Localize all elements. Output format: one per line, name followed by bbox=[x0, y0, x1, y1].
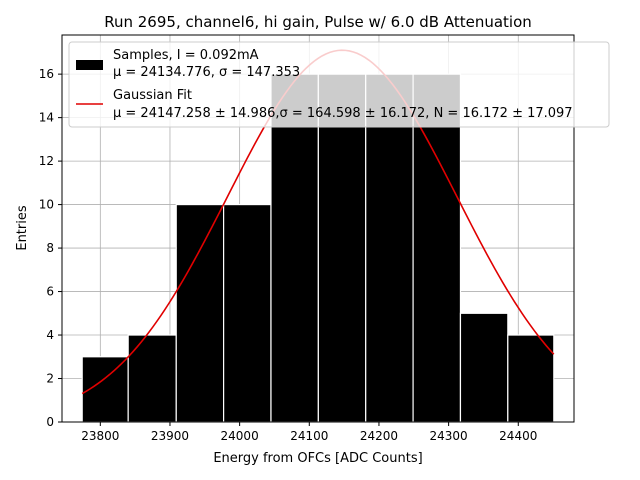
x-tick-label: 24300 bbox=[430, 429, 468, 443]
y-tick-label: 12 bbox=[39, 154, 54, 168]
x-tick-label: 24200 bbox=[360, 429, 398, 443]
histogram-bar bbox=[223, 203, 272, 423]
y-axis-ticks: 0 2 4 6 8 10 12 14 16 bbox=[39, 67, 62, 429]
legend-samples-stats: μ = 24134.776, σ = 147.353 bbox=[113, 65, 300, 80]
chart-title: Run 2695, channel6, hi gain, Pulse w/ 6.… bbox=[104, 13, 532, 31]
legend-samples-label: Samples, I = 0.092mA bbox=[113, 48, 259, 63]
x-tick-label: 23900 bbox=[151, 429, 189, 443]
histogram-bars bbox=[81, 73, 555, 423]
y-tick-label: 0 bbox=[46, 415, 54, 429]
histogram-bar bbox=[175, 203, 225, 423]
plot-frame bbox=[61, 34, 575, 423]
x-tick-label: 24000 bbox=[221, 429, 259, 443]
x-axis-ticks: 23800 23900 24000 24100 24200 24300 24400 bbox=[81, 422, 537, 443]
x-tick-label: 24400 bbox=[499, 429, 537, 443]
y-tick-label: 16 bbox=[39, 67, 54, 81]
legend-samples-swatch bbox=[76, 60, 103, 70]
y-tick-label: 8 bbox=[46, 241, 54, 255]
y-tick-label: 4 bbox=[46, 328, 54, 342]
y-tick-label: 10 bbox=[39, 198, 54, 212]
x-tick-label: 24100 bbox=[290, 429, 328, 443]
y-tick-label: 2 bbox=[46, 372, 54, 386]
histogram-bar bbox=[507, 334, 555, 423]
y-axis-label: Entries bbox=[15, 205, 30, 251]
histogram-bar bbox=[270, 73, 319, 423]
x-tick-label: 23800 bbox=[81, 429, 119, 443]
legend: Samples, I = 0.092mA μ = 24134.776, σ = … bbox=[68, 41, 610, 128]
histogram-bar bbox=[459, 312, 509, 423]
legend-fit-label: Gaussian Fit bbox=[113, 88, 192, 103]
histogram-bar bbox=[317, 73, 367, 423]
legend-box bbox=[68, 41, 610, 128]
y-tick-label: 14 bbox=[39, 111, 54, 125]
legend-fit-stats: μ = 24147.258 ± 14.986,σ = 164.598 ± 16.… bbox=[113, 106, 573, 121]
y-tick-label: 6 bbox=[46, 285, 54, 299]
x-axis-label: Energy from OFCs [ADC Counts] bbox=[213, 451, 422, 466]
